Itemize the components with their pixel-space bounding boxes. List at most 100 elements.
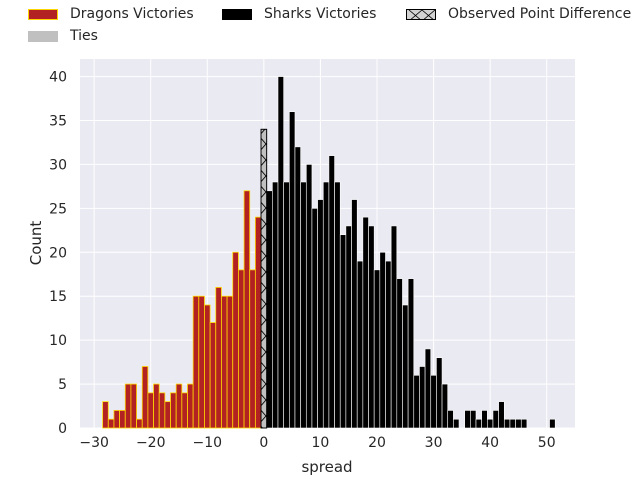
legend-item-observed: Observed Point Difference <box>406 6 631 22</box>
bars <box>102 76 556 429</box>
x-axis-label: spread <box>301 458 352 476</box>
legend: Dragons Victories Sharks Victories Obser… <box>0 0 640 48</box>
bar-sharks <box>362 216 369 429</box>
x-tick-label: 30 <box>425 435 443 451</box>
bar-sharks <box>305 164 313 429</box>
bar-sharks <box>447 410 454 429</box>
bar-sharks <box>328 155 335 429</box>
bar-sharks <box>402 304 409 429</box>
bar-sharks <box>396 278 403 429</box>
bar-sharks <box>385 260 392 429</box>
legend-label-sharks: Sharks Victories <box>264 6 377 22</box>
x-tick-labels: −30 −20 −10 0 10 20 30 40 50 <box>79 435 555 451</box>
y-tick-label: 25 <box>49 201 67 217</box>
bar-dragons <box>181 392 188 429</box>
legend-swatch-observed <box>406 8 436 20</box>
legend-item-sharks: Sharks Victories <box>222 6 376 22</box>
legend-label-observed: Observed Point Difference <box>448 6 632 22</box>
x-tick-label: 20 <box>368 435 386 451</box>
bar-dragons <box>124 383 132 429</box>
bar-sharks <box>503 418 511 429</box>
bar-sharks <box>379 251 386 429</box>
bar-dragons <box>237 269 245 429</box>
bar-sharks <box>475 418 482 429</box>
x-tick-label: −10 <box>193 435 223 451</box>
bar-sharks <box>441 383 449 429</box>
legend-item-dragons: Dragons Victories <box>28 6 194 22</box>
x-tick-label: 10 <box>312 435 330 451</box>
bar-sharks <box>334 181 341 429</box>
y-tick-label: 5 <box>58 377 67 393</box>
bar-dragons <box>141 366 149 429</box>
bar-sharks <box>549 418 556 429</box>
bar-sharks <box>356 260 364 429</box>
bar-dragons <box>164 401 171 429</box>
y-tick-label: 0 <box>58 421 67 437</box>
y-tick-label: 40 <box>49 70 67 86</box>
bar-sharks <box>311 208 318 429</box>
bar-dragons <box>215 287 222 429</box>
bar-sharks <box>266 190 273 429</box>
bar-sharks <box>368 225 375 429</box>
bar-sharks <box>345 225 352 429</box>
bar-dragons <box>209 322 217 429</box>
bar-sharks <box>470 410 477 429</box>
bar-sharks <box>515 418 522 429</box>
bar-sharks <box>373 269 381 429</box>
bar-dragons <box>232 251 239 429</box>
bar-sharks <box>294 146 301 429</box>
bar-sharks <box>498 401 505 429</box>
bar-sharks <box>351 199 358 429</box>
bar-dragons <box>187 383 194 429</box>
bar-sharks <box>492 410 499 429</box>
bar-dragons <box>254 216 262 429</box>
y-tick-label: 20 <box>49 245 67 261</box>
bar-sharks <box>487 418 494 429</box>
bar-observed-hatch <box>260 128 268 429</box>
bar-dragons <box>107 418 115 429</box>
y-tick-label: 35 <box>49 114 67 130</box>
bar-dragons <box>243 190 251 429</box>
x-tick-label: 40 <box>481 435 499 451</box>
bar-dragons <box>102 401 109 429</box>
bar-dragons <box>130 383 137 429</box>
y-tick-label: 15 <box>49 289 67 305</box>
bar-dragons <box>226 295 234 429</box>
bar-sharks <box>283 181 290 429</box>
bar-dragons <box>153 383 160 429</box>
bar-sharks <box>277 76 284 429</box>
bar-dragons <box>147 392 154 429</box>
bar-dragons <box>119 410 126 429</box>
bar-dragons <box>136 418 143 429</box>
bar-dragons <box>113 410 120 429</box>
bar-sharks <box>300 181 307 429</box>
bar-dragons <box>221 295 228 429</box>
bar-dragons <box>249 269 256 429</box>
bar-sharks <box>413 374 420 429</box>
bar-dragons <box>192 295 200 429</box>
legend-item-ties: Ties <box>28 28 98 44</box>
bar-sharks <box>430 374 437 429</box>
bar-sharks <box>407 278 415 429</box>
bar-sharks <box>289 111 296 429</box>
bar-dragons <box>204 304 211 429</box>
bar-sharks <box>453 418 460 429</box>
legend-label-dragons: Dragons Victories <box>70 6 194 22</box>
y-tick-label: 10 <box>49 333 67 349</box>
bar-sharks <box>317 199 324 429</box>
bar-sharks <box>424 348 432 429</box>
bar-sharks <box>436 357 443 429</box>
bar-sharks <box>520 418 528 429</box>
legend-swatch-dragons <box>28 8 58 20</box>
bar-dragons <box>170 392 177 429</box>
bar-sharks <box>464 410 471 429</box>
legend-label-ties: Ties <box>70 28 98 44</box>
y-tick-label: 30 <box>49 157 67 173</box>
bar-sharks <box>322 181 330 429</box>
x-tick-label: −20 <box>136 435 166 451</box>
bar-sharks <box>272 181 279 429</box>
bar-sharks <box>419 366 426 429</box>
bar-sharks <box>339 234 347 429</box>
legend-swatch-ties <box>28 30 58 42</box>
